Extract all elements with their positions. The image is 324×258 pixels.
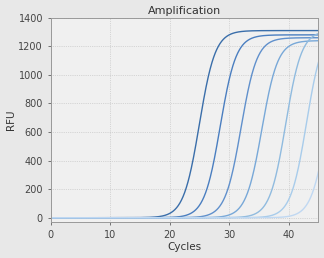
Title: Amplification: Amplification bbox=[148, 6, 221, 15]
Y-axis label: RFU: RFU bbox=[6, 110, 16, 130]
X-axis label: Cycles: Cycles bbox=[168, 243, 202, 252]
